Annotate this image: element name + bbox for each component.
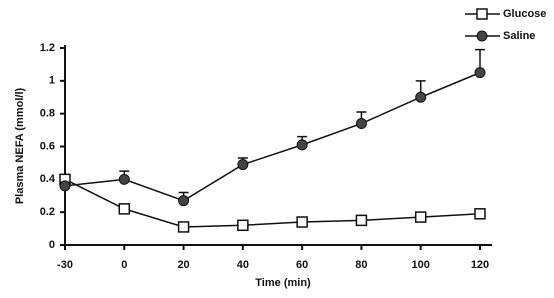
x-tick-label: 0 [121, 259, 127, 271]
x-tick-label: 60 [296, 259, 308, 271]
marker [356, 215, 366, 225]
marker [119, 204, 129, 214]
legend-marker [477, 31, 487, 41]
legend-label: Saline [503, 30, 535, 42]
y-tick-label: 1.2 [40, 42, 55, 54]
y-axis-title: Plasma NEFA (mmol/l) [14, 87, 26, 204]
x-tick-label: 20 [177, 259, 189, 271]
x-tick-label: 80 [355, 259, 367, 271]
background [0, 0, 554, 298]
y-tick-label: 0.4 [40, 173, 56, 185]
marker [356, 119, 366, 129]
x-axis-title: Time (min) [255, 277, 311, 289]
marker [60, 181, 70, 191]
x-tick-label: 100 [412, 259, 430, 271]
x-tick-label: -30 [57, 259, 73, 271]
y-tick-label: 1 [49, 75, 55, 87]
marker [179, 196, 189, 206]
marker [238, 220, 248, 230]
x-tick-label: 120 [471, 259, 489, 271]
y-tick-label: 0.6 [40, 140, 55, 152]
y-tick-label: 0.8 [40, 108, 55, 120]
marker [416, 212, 426, 222]
marker [297, 217, 307, 227]
y-tick-label: 0 [49, 239, 55, 251]
y-tick-label: 0.2 [40, 206, 55, 218]
marker [297, 140, 307, 150]
marker [416, 92, 426, 102]
marker [119, 174, 129, 184]
marker [475, 209, 485, 219]
legend-label: Glucose [503, 8, 546, 20]
marker [475, 68, 485, 78]
marker [179, 222, 189, 232]
legend-marker [477, 9, 487, 19]
x-tick-label: 40 [237, 259, 249, 271]
chart: Time (min) Plasma NEFA (mmol/l) 0 0.2 0.4 0… [0, 0, 554, 298]
marker [238, 160, 248, 170]
